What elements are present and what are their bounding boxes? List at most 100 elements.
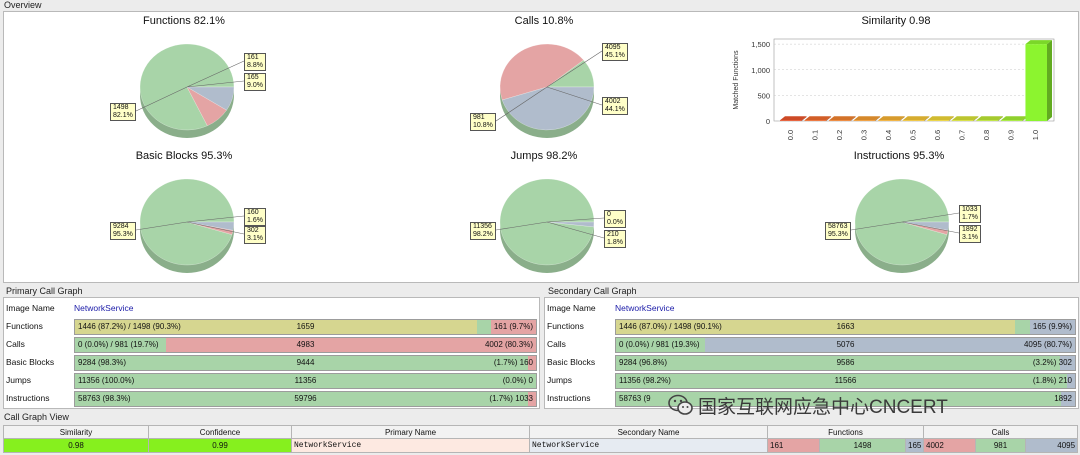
metric-bar[interactable]: 58763 (9 1892 [615, 391, 1076, 407]
bar[interactable] [853, 120, 876, 121]
metric-bar[interactable]: 0 (0.0%) / 981 (19.3%) 5076 4095 (80.7%) [615, 337, 1076, 353]
bar-side [948, 116, 954, 121]
calls-primary-unmatched-cell[interactable]: 4002 [923, 438, 977, 453]
x-tick-label: 0.1 [810, 130, 819, 140]
bar-side [850, 116, 856, 121]
column-header-primary-name[interactable]: Primary Name [291, 425, 530, 439]
x-tick-label: 0.5 [908, 130, 917, 140]
similarity-cell[interactable]: 0.98 [3, 438, 149, 453]
bar-side [899, 116, 905, 121]
functions-secondary-unmatched-cell[interactable]: 165 [904, 438, 925, 453]
calls-matched-cell[interactable]: 981 [975, 438, 1027, 453]
pie-slice[interactable] [546, 221, 595, 228]
bar[interactable] [878, 120, 900, 121]
image-name-row: Image Name NetworkService [545, 300, 1078, 316]
metric-bar[interactable]: 1446 (87.0%) / 1498 (90.1%) 1663 165 (9.9%… [615, 319, 1076, 335]
secondary-name-cell[interactable]: NetworkService [529, 438, 768, 453]
bar-side [875, 116, 881, 121]
bar[interactable] [1025, 44, 1047, 121]
table-row[interactable]: 0.98 0.99 NetworkService NetworkService … [3, 438, 1079, 453]
x-tick-label: 0.2 [835, 130, 844, 140]
calls-pie-chart[interactable]: Calls 10.8% 981 10.8% 4002 44.1% 4095 45.1% [444, 15, 644, 145]
metric-bar-segment [1060, 356, 1075, 370]
metric-bar[interactable]: 9284 (98.3%) 9444 (1.7%) 160 [74, 355, 537, 371]
metric-right-text: 4095 (80.7%) [1023, 340, 1072, 349]
metric-label: Calls [6, 339, 25, 349]
metric-label: Instructions [547, 393, 591, 403]
pie-leader-line [186, 221, 245, 235]
x-tick-label: 0.7 [958, 130, 967, 140]
pie-slice[interactable] [186, 221, 235, 231]
bar[interactable] [804, 120, 827, 121]
pie-leader-line [135, 86, 188, 112]
x-tick-label: 1.0 [1031, 130, 1040, 140]
bar[interactable] [902, 120, 925, 121]
metric-bar[interactable]: 9284 (96.8%) 9586 (3.2%) 302 [615, 355, 1076, 371]
bar[interactable] [976, 120, 998, 121]
metric-bar[interactable]: 1446 (87.2%) / 1498 (90.3%) 1659 161 (9.7%… [74, 319, 537, 335]
pie-slice-label: 0 0.0% [604, 210, 626, 228]
metric-bar-segment [491, 320, 536, 334]
pie-leader-line [546, 86, 603, 106]
similarity-bar-chart[interactable]: Similarity 0.98 0 500 1,000 1,500 Matched Fu… [726, 15, 1066, 155]
x-tick-label: 0.6 [933, 130, 942, 140]
pie-slice-label: 165 9.0% [244, 73, 266, 91]
pie-slice-label: 1892 3.1% [959, 225, 981, 243]
image-name-value[interactable]: NetworkService [74, 303, 134, 313]
metric-bar[interactable]: 11356 (98.2%) 11566 (1.8%) 210 [615, 373, 1076, 389]
chart-title: Jumps 98.2% [510, 150, 578, 162]
chart-title: Similarity 0.98 [861, 15, 931, 27]
image-name-value[interactable]: NetworkService [615, 303, 675, 313]
metric-bar-segment [75, 320, 478, 334]
instructions-pie-chart[interactable]: Instructions 95.3% 58763 95.3% 1033 1.7% 189… [799, 150, 999, 280]
column-header-calls[interactable]: Calls [923, 425, 1079, 439]
metric-right-text: 161 (9.7%) [493, 322, 533, 331]
metric-right-text: (1.8%) 210 [1032, 376, 1072, 385]
metric-bar[interactable]: 58763 (98.3%) 59796 (1.7%) 1033 [74, 391, 537, 407]
bar[interactable] [927, 120, 949, 121]
bar[interactable] [780, 120, 802, 121]
metric-label: Functions [6, 321, 43, 331]
metric-label: Calls [547, 339, 566, 349]
metric-mid-text: 1659 [296, 322, 315, 331]
functions-matched-cell[interactable]: 1498 [819, 438, 906, 453]
chart-title: Functions 82.1% [143, 15, 225, 27]
bar[interactable] [951, 120, 974, 121]
pie-slice-label: 9284 95.3% [110, 222, 136, 240]
functions-pie-chart[interactable]: Functions 82.1% 1498 82.1% 161 8.8% 165 9.0% [84, 15, 284, 145]
pie-slice-label: 1033 1.7% [959, 205, 981, 223]
pie-leader-line [850, 221, 903, 231]
primary-call-graph-label: Primary Call Graph [6, 286, 83, 296]
metric-bar-segment [616, 338, 705, 352]
metric-bar-segment [75, 392, 529, 406]
metric-bar-segment [75, 338, 166, 352]
functions-primary-unmatched-cell[interactable]: 161 [767, 438, 820, 453]
bar-side [997, 116, 1003, 121]
pie-slice-label: 4095 45.1% [602, 43, 628, 61]
pie-leader-line [495, 221, 548, 231]
confidence-cell[interactable]: 0.99 [148, 438, 292, 453]
pie-slice[interactable] [186, 86, 235, 111]
pie-slice[interactable] [499, 43, 584, 101]
bar[interactable] [1000, 120, 1023, 121]
pie-slice-label: 4002 44.1% [602, 97, 628, 115]
bar[interactable] [829, 120, 851, 121]
pie-slice-label: 58763 95.3% [825, 222, 851, 240]
metric-row-jumps: Jumps 11356 (100.0%) 11356 (0.0%) 0 [4, 372, 539, 389]
column-header-similarity[interactable]: Similarity [3, 425, 149, 439]
pie-leader-line [546, 217, 605, 223]
metric-bar[interactable]: 0 (0.0%) / 981 (19.7%) 4983 4002 (80.3%) [74, 337, 537, 353]
chart-title: Basic Blocks 95.3% [135, 150, 233, 162]
column-header-confidence[interactable]: Confidence [148, 425, 292, 439]
metric-bar[interactable]: 11356 (100.0%) 11356 (0.0%) 0 [74, 373, 537, 389]
column-header-functions[interactable]: Functions [766, 425, 925, 439]
primary-name-cell[interactable]: NetworkService [291, 438, 530, 453]
pie-slice-label: 1498 82.1% [110, 103, 136, 121]
basic-blocks-pie-chart[interactable]: Basic Blocks 95.3% 9284 95.3% 160 1.6% 302 3.… [84, 150, 284, 280]
y-tick-label: 1,500 [751, 40, 770, 49]
jumps-pie-chart[interactable]: Jumps 98.2% 11356 98.2% 0 0.0% 210 1.8% [444, 150, 644, 280]
column-header-secondary-name[interactable]: Secondary Name [529, 425, 768, 439]
calls-secondary-unmatched-cell[interactable]: 4095 [1025, 438, 1079, 453]
table-header-row: Similarity Confidence Primary Name Secon… [3, 425, 1079, 439]
pie-slice[interactable] [501, 86, 595, 131]
